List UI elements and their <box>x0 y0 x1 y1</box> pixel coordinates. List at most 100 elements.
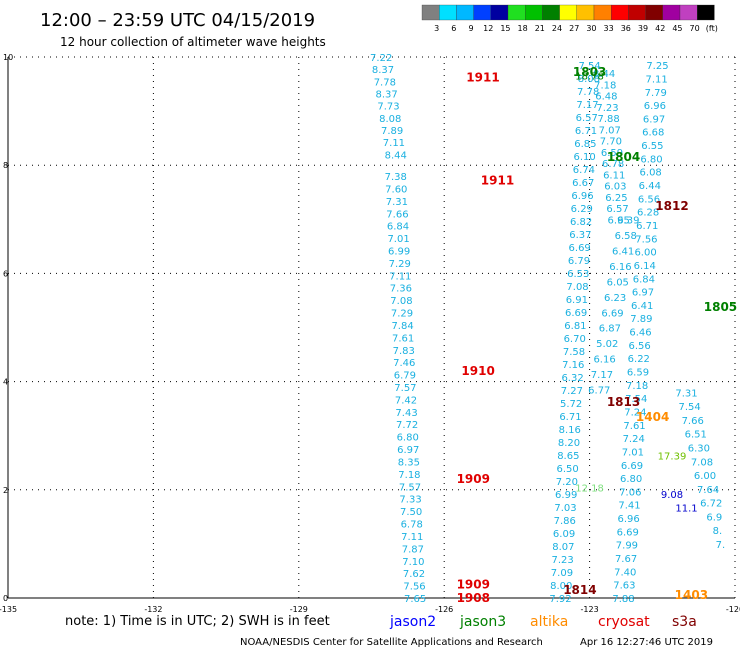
footer-credit: NOAA/NESDIS Center for Satellite Applica… <box>240 637 543 648</box>
swh-values: 7.228.377.788.377.738.087.897.118.447.38… <box>370 53 725 605</box>
swh-value: 7.40 <box>614 567 636 578</box>
swh-value: 6.58 <box>615 231 637 242</box>
swh-value: 7.07 <box>599 125 621 136</box>
swh-value: 7.79 <box>645 88 667 99</box>
swh-value: 7.18 <box>626 381 648 392</box>
colorbar-label: 39 <box>638 24 648 33</box>
colorbar-label: 21 <box>535 24 545 33</box>
swh-value: 6.50 <box>556 464 578 475</box>
colorbar-label: 12 <box>483 24 493 33</box>
swh-value: 7.54 <box>625 394 647 405</box>
colorbar-swatch <box>473 4 491 21</box>
swh-value: 7.78 <box>374 77 396 88</box>
x-tick-label: -135 <box>0 605 17 614</box>
swh-value: 6.69 <box>569 243 591 254</box>
y-tick-label: 8 <box>3 161 8 170</box>
swh-value: 8.44 <box>385 150 407 161</box>
colorbar-label: 9 <box>468 24 473 33</box>
colorbar-label: 45 <box>672 24 682 33</box>
swh-value: 8.44 <box>593 69 615 80</box>
swh-value: 6.55 <box>641 141 663 152</box>
pass-time-tag: 1909 <box>457 472 490 486</box>
swh-value: 7.66 <box>386 209 408 220</box>
pass-time-tag: 1814 <box>563 583 596 597</box>
colorbar-label: 42 <box>655 24 665 33</box>
swh-value: 6.05 <box>607 277 629 288</box>
swh-value: 8.37 <box>376 90 398 101</box>
chart-title: 12:00 – 23:59 UTC 04/15/2019 <box>40 10 315 31</box>
colorbar-label: 27 <box>569 24 579 33</box>
colorbar-swatch <box>439 4 457 21</box>
swh-value: 9.08 <box>661 490 683 501</box>
swh-value: 7.36 <box>390 284 412 295</box>
swh-value: 6.97 <box>632 288 654 299</box>
swh-value: 6.44 <box>639 181 661 192</box>
swh-value: 7.08 <box>566 282 588 293</box>
swh-value: 7.24 <box>624 407 646 418</box>
swh-value: 6.11 <box>603 170 625 181</box>
swh-value: 7.11 <box>383 138 405 149</box>
colorbar-swatch <box>421 4 440 21</box>
y-tick-label: 4 <box>3 378 8 387</box>
swh-value: 7.54 <box>578 61 600 72</box>
swh-value: 6.22 <box>628 354 650 365</box>
colorbar-label: 24 <box>552 24 562 33</box>
swh-value: 7.70 <box>600 137 622 148</box>
swh-value: 8. <box>713 526 723 537</box>
swh-value: 8.00 <box>550 581 572 592</box>
swh-value: 7.29 <box>391 309 413 320</box>
swh-value: 7.61 <box>392 333 414 344</box>
swh-value: 6.80 <box>640 154 662 165</box>
swh-value: 7.18 <box>594 80 616 91</box>
pass-time-tag: 1910 <box>461 364 494 378</box>
swh-value: 6.84 <box>633 274 655 285</box>
swh-value: 7.18 <box>398 470 420 481</box>
swh-value: 12.18 <box>575 484 604 495</box>
swh-value: 7.56 <box>635 234 657 245</box>
legend-jason2: jason2 <box>389 614 436 630</box>
swh-value: 8.65 <box>557 451 579 462</box>
swh-value: 6.69 <box>621 461 643 472</box>
swh-value: 6.72 <box>700 499 722 510</box>
swh-value: 7.25 <box>646 61 668 72</box>
swh-value: 7.22 <box>370 53 392 64</box>
swh-value: 8.35 <box>398 457 420 468</box>
pass-time-tag: 1911 <box>466 71 499 85</box>
swh-value: 7.10 <box>402 557 424 568</box>
swh-value: 6.87 <box>599 324 621 335</box>
swh-value: 6.46 <box>629 328 651 339</box>
pass-time-tag: 1404 <box>636 410 669 424</box>
swh-value: 7.73 <box>377 102 399 113</box>
swh-value: 7.43 <box>395 408 417 419</box>
swh-value: 7.20 <box>556 477 578 488</box>
swh-value: 7.31 <box>386 197 408 208</box>
swh-value: 7.23 <box>596 103 618 114</box>
colorbar-swatch <box>697 4 715 21</box>
swh-value: 8.16 <box>559 425 581 436</box>
pass-time-tag: 1804 <box>607 150 640 164</box>
x-tick-label: -126 <box>435 605 453 614</box>
colorbar-label: 33 <box>604 24 614 33</box>
swh-value: 7.27 <box>561 386 583 397</box>
colorbar-label: 36 <box>621 24 631 33</box>
swh-value: 7.92 <box>549 594 571 605</box>
swh-value: 7.11 <box>389 271 411 282</box>
colorbar-swatch <box>662 4 681 21</box>
y-tick-label: 10 <box>3 53 13 62</box>
swh-value: 6.96 <box>617 514 639 525</box>
swh-value: 7.23 <box>552 555 574 566</box>
swh-value: 6.00 <box>694 471 716 482</box>
swh-value: 6.28 <box>637 208 659 219</box>
swh-value: 7.03 <box>554 503 576 514</box>
colorbar-swatch <box>456 4 474 21</box>
swh-value: 6.78 <box>602 159 624 170</box>
swh-value: 8.08 <box>578 74 600 85</box>
colorbar-label: 18 <box>518 24 528 33</box>
y-tick-label: 2 <box>3 486 8 495</box>
swh-value: 7.64 <box>697 485 719 496</box>
pass-time-tag: 1911 <box>481 173 514 187</box>
colorbar-swatch <box>525 4 543 21</box>
swh-value: 6.91 <box>566 295 588 306</box>
swh-value: 7.78 <box>577 87 599 98</box>
colorbar-swatch <box>490 4 509 21</box>
